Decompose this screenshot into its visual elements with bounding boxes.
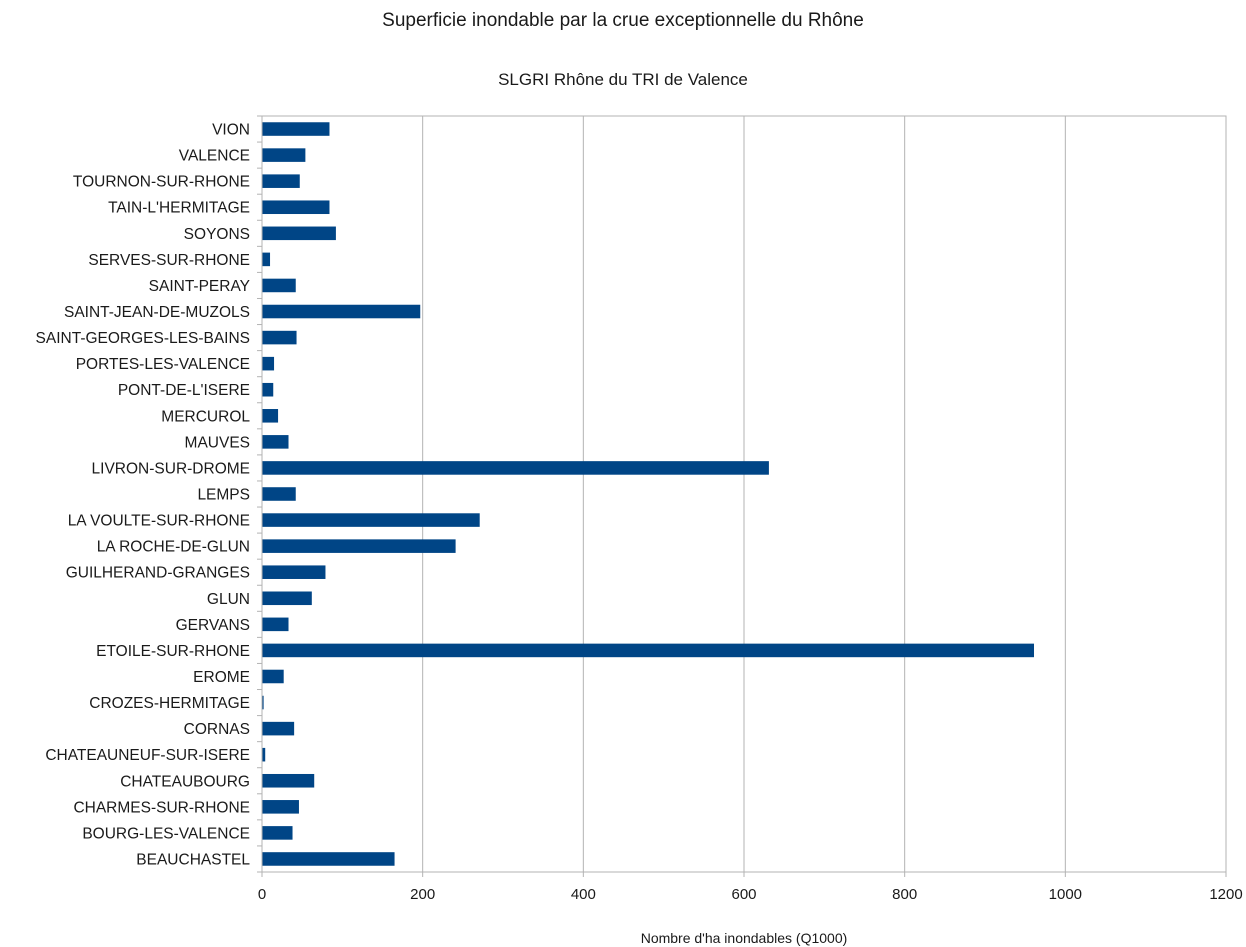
y-tick-label: BOURG-LES-VALENCE bbox=[82, 825, 250, 842]
bar bbox=[262, 356, 275, 371]
bar bbox=[262, 747, 266, 762]
y-tick-label: VION bbox=[212, 122, 250, 139]
y-tick-label: PONT-DE-L'ISERE bbox=[118, 382, 250, 399]
grid-lines bbox=[422, 116, 1227, 872]
bars bbox=[262, 122, 1035, 866]
x-tick-label: 0 bbox=[258, 886, 266, 903]
x-tick-label: 400 bbox=[571, 886, 596, 903]
y-tick-label: LA ROCHE-DE-GLUN bbox=[97, 539, 250, 556]
bar bbox=[262, 513, 480, 527]
bar bbox=[262, 252, 271, 267]
axes bbox=[257, 115, 1227, 877]
y-tick-label: SERVES-SUR-RHONE bbox=[88, 252, 250, 269]
y-tick-label: SOYONS bbox=[184, 226, 250, 243]
y-tick-label: LIVRON-SUR-DROME bbox=[92, 460, 250, 477]
bar bbox=[262, 278, 296, 293]
plot-area bbox=[261, 115, 1227, 873]
y-tick-label: VALENCE bbox=[179, 148, 250, 165]
y-tick-label: TAIN-L'HERMITAGE bbox=[108, 200, 250, 217]
bar bbox=[262, 382, 274, 397]
bar bbox=[262, 304, 421, 319]
y-tick-label: BEAUCHASTEL bbox=[136, 851, 250, 868]
bar bbox=[262, 852, 395, 866]
y-tick-label: SAINT-PERAY bbox=[149, 278, 250, 295]
bar bbox=[262, 800, 299, 814]
bar bbox=[262, 330, 297, 345]
y-tick-label: LEMPS bbox=[197, 487, 250, 504]
y-tick-label: LA VOULTE-SUR-RHONE bbox=[68, 513, 250, 530]
bar bbox=[262, 226, 336, 241]
bar bbox=[262, 669, 284, 684]
y-tick-label: ETOILE-SUR-RHONE bbox=[96, 643, 250, 660]
y-tick-label: TOURNON-SUR-RHONE bbox=[73, 174, 250, 191]
y-tick-label: CHATEAUNEUF-SUR-ISERE bbox=[45, 747, 250, 764]
y-tick-label: SAINT-JEAN-DE-MUZOLS bbox=[64, 304, 250, 321]
x-tick-label: 600 bbox=[731, 886, 756, 903]
y-tick-label: GLUN bbox=[207, 591, 250, 608]
bar bbox=[262, 435, 289, 449]
x-tick-label: 200 bbox=[410, 886, 435, 903]
y-tick-label: CHARMES-SUR-RHONE bbox=[73, 799, 250, 816]
bar bbox=[262, 721, 295, 736]
y-tick-label: GERVANS bbox=[176, 617, 250, 634]
bar bbox=[262, 200, 330, 215]
bar bbox=[262, 826, 293, 840]
x-tick-label: 1200 bbox=[1209, 886, 1242, 903]
y-tick-label: CORNAS bbox=[184, 721, 250, 738]
bar bbox=[262, 617, 289, 632]
bar bbox=[262, 773, 315, 788]
bar bbox=[262, 643, 1035, 658]
y-tick-label: SAINT-GEORGES-LES-BAINS bbox=[36, 330, 250, 347]
bar bbox=[262, 461, 769, 475]
bar bbox=[262, 174, 300, 188]
x-tick-labels: 0 200 400 600 800 1000 1200 bbox=[258, 886, 1243, 903]
chart-subtitle: SLGRI Rhône du TRI de Valence bbox=[498, 70, 748, 89]
x-tick-label: 800 bbox=[892, 886, 917, 903]
chart-title: Superficie inondable par la crue excepti… bbox=[382, 10, 864, 31]
bar bbox=[262, 539, 456, 553]
y-tick-label: MAUVES bbox=[185, 434, 250, 451]
x-axis-label: Nombre d'ha inondables (Q1000) bbox=[640, 930, 848, 946]
y-tick-label: GUILHERAND-GRANGES bbox=[66, 565, 250, 582]
bar bbox=[262, 148, 306, 162]
y-tick-labels: VION VALENCE TOURNON-SUR-RHONE TAIN-L'HERMI… bbox=[36, 122, 251, 869]
x-tick-label: 1000 bbox=[1049, 886, 1082, 903]
y-tick-label: CROZES-HERMITAGE bbox=[89, 695, 250, 712]
bar bbox=[262, 487, 296, 501]
bar bbox=[262, 591, 312, 606]
bar bbox=[262, 409, 279, 423]
y-tick-label: EROME bbox=[193, 669, 250, 686]
bar bbox=[262, 122, 330, 136]
bar bbox=[262, 565, 326, 579]
y-tick-label: MERCUROL bbox=[161, 408, 250, 425]
y-tick-label: PORTES-LES-VALENCE bbox=[76, 356, 250, 373]
y-tick-label: CHATEAUBOURG bbox=[120, 773, 250, 790]
bar bbox=[262, 695, 264, 710]
